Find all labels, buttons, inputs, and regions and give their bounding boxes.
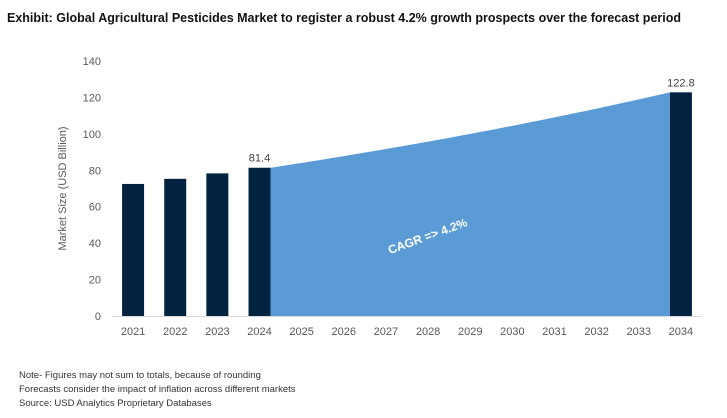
y-tick-label: 80	[89, 165, 101, 177]
x-tick-label: 2027	[374, 326, 398, 338]
y-tick-label: 40	[89, 238, 101, 250]
forecast-area	[270, 92, 670, 316]
y-tick-label: 140	[83, 56, 101, 68]
note-inflation: Forecasts consider the impact of inflati…	[19, 384, 296, 395]
chart-title: Exhibit: Global Agricultural Pesticides …	[7, 11, 681, 25]
bar-2022	[164, 178, 187, 316]
y-tick-label: 60	[89, 202, 101, 214]
axis-layer: 0 20 40 60 80 100 120 140 2021 2022 2023 2024 2025 20…	[57, 56, 702, 338]
x-tick-label: 2024	[247, 326, 271, 338]
bar-2023	[206, 173, 229, 316]
y-tick-label: 120	[83, 92, 101, 104]
y-tick-label: 100	[83, 129, 101, 141]
bar-2034	[669, 92, 692, 316]
bar-2024	[248, 167, 271, 316]
x-tick-label: 2029	[458, 326, 482, 338]
bar-2021	[122, 183, 145, 316]
x-tick-label: 2031	[542, 326, 566, 338]
x-tick-label: 2028	[416, 326, 440, 338]
bar-layer	[122, 92, 692, 316]
x-tick-label: 2034	[669, 326, 693, 338]
y-axis-title: Market Size (USD Billion)	[57, 126, 69, 250]
x-tick-label: 2023	[205, 326, 229, 338]
x-tick-label: 2021	[121, 326, 145, 338]
data-label-2034: 122.8	[667, 77, 695, 89]
y-tick-label: 0	[95, 311, 101, 323]
x-tick-label: 2033	[627, 326, 651, 338]
x-tick-label: 2032	[584, 326, 608, 338]
x-tick-label: 2022	[163, 326, 187, 338]
note-source: Source: USD Analytics Proprietary Databa…	[19, 398, 212, 409]
x-tick-label: 2025	[289, 326, 313, 338]
x-tick-label: 2030	[500, 326, 524, 338]
y-tick-label: 20	[89, 275, 101, 287]
data-label-2024: 81.4	[249, 153, 270, 165]
x-tick-label: 2026	[332, 326, 356, 338]
chart-notes: Note- Figures may not sum to totals, bec…	[19, 369, 296, 411]
forecast-area-layer	[270, 92, 670, 316]
note-rounding: Note- Figures may not sum to totals, bec…	[19, 370, 261, 381]
